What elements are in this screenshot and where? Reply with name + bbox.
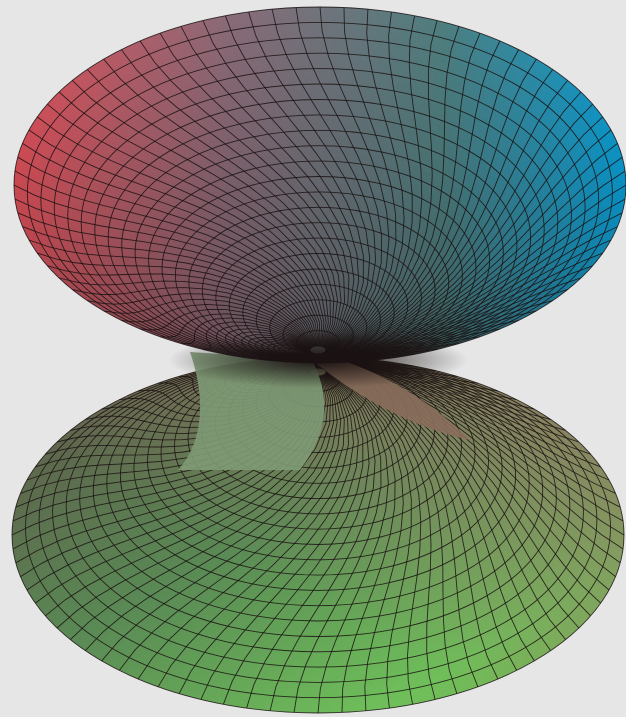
mesh-radial-line [325, 20, 438, 353]
mesh-radial-line [47, 103, 327, 347]
mesh-radial-line [325, 371, 396, 713]
mesh-radial-line [101, 374, 338, 662]
mesh-radial-line [319, 6, 390, 351]
mesh-radial-line [224, 15, 364, 350]
mesh-radial-line [103, 298, 313, 348]
mesh-radial-line [317, 371, 389, 714]
mesh-radial-line [58, 277, 315, 347]
mesh-radial-line [103, 58, 338, 348]
mesh-radial-line [248, 11, 371, 350]
mesh-radial-line [120, 49, 342, 348]
mesh-radial-line [58, 91, 329, 347]
mesh-radial-line [22, 226, 317, 347]
mesh-radial-line [17, 212, 318, 347]
mesh-radial-line [139, 40, 346, 348]
mesh-radial-line [181, 317, 312, 349]
mesh-radial-line [14, 198, 319, 347]
upper-surface-sheet [13, 6, 626, 364]
mesh-radial-line [37, 252, 316, 347]
mesh-radial-line [325, 15, 423, 352]
mesh-radial-line [324, 40, 501, 353]
mesh-radial-line [324, 26, 460, 353]
mesh-radial-line [13, 184, 319, 347]
mesh-radial-line [86, 69, 335, 348]
mesh-radial-line [22, 143, 321, 347]
mesh-radial-line [246, 372, 370, 709]
mesh-radial-line [271, 9, 377, 350]
mesh-radial-line [180, 26, 355, 349]
mesh-radial-line [269, 372, 376, 711]
mesh-radial-line [325, 370, 404, 711]
mesh-radial-line [121, 303, 313, 348]
mesh-radial-line [325, 7, 397, 351]
mesh-radial-line [295, 7, 383, 351]
mesh-radial-line [84, 374, 334, 651]
mesh-radial-line [222, 372, 364, 705]
mesh-radial-line [324, 33, 481, 353]
mesh-radial-line [28, 239, 317, 347]
mesh-radial-line [118, 374, 342, 671]
mesh-radial-line [325, 370, 412, 709]
mesh-radial-line [293, 371, 382, 713]
mesh-radial-line [159, 32, 350, 349]
mesh-radial-line [178, 373, 354, 694]
surface-throat [168, 332, 468, 388]
mesh-radial-line [323, 58, 537, 354]
mesh-radial-line [28, 129, 323, 347]
mesh-radial-line [17, 156, 320, 347]
mesh-radial-line [37, 116, 325, 347]
mesh-radial-line [72, 80, 331, 347]
mesh-radial-line [325, 11, 413, 352]
mesh-radial-line [47, 265, 315, 347]
mesh-radial-line [140, 308, 312, 348]
mesh-radial-line [70, 375, 331, 640]
mesh-radial-line [160, 313, 312, 349]
mesh-radial-line [14, 170, 320, 347]
mesh-radial-line [87, 293, 314, 348]
mesh-radial-line [325, 9, 405, 352]
mesh-radial-line [137, 374, 345, 680]
mesh-radial-line [200, 373, 359, 700]
mesh-radial-line [323, 49, 520, 354]
mesh-radial-line [202, 20, 360, 349]
mesh-radial-line [325, 370, 422, 705]
mesh-radial-line [72, 287, 314, 347]
mesh-radial-line [157, 373, 349, 688]
mesh-radial-line [56, 375, 329, 629]
